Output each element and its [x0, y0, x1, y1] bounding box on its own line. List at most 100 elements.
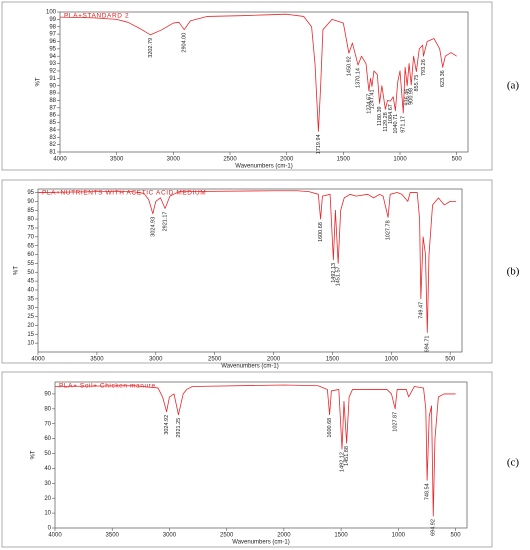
- peak-label: 1040.71: [393, 114, 399, 134]
- y-tick-label: 100: [46, 10, 57, 16]
- peak-label: 1084.67: [388, 104, 394, 124]
- peak-label: 971.17: [401, 116, 407, 133]
- peak-label: 1027.87: [393, 412, 399, 432]
- x-tick-label: 1500: [326, 357, 340, 363]
- y-tick-label: 20: [44, 496, 51, 502]
- spectrum-line: [59, 13, 457, 132]
- y-tick-label: 70: [44, 421, 51, 427]
- y-tick-label: 85: [49, 120, 56, 126]
- panel-label: (a): [507, 80, 520, 92]
- peak-label: 1492.12: [339, 452, 345, 472]
- chart-title: PLA+STANDARD 2: [64, 13, 129, 20]
- x-tick-label: 500: [452, 157, 463, 163]
- peak-label: 3024.92: [164, 415, 170, 435]
- peak-label: 855.75: [414, 75, 420, 92]
- y-axis-label: %T: [14, 266, 20, 275]
- y-tick-label: 60: [44, 436, 51, 442]
- peak-label: 1600.68: [318, 222, 324, 242]
- y-tick-label: 95: [27, 190, 34, 196]
- peak-label: 1370.14: [356, 68, 362, 88]
- y-tick-label: 10: [44, 511, 51, 517]
- y-tick-label: 25: [27, 314, 34, 320]
- peak-label: 793.26: [421, 59, 427, 76]
- y-tick-label: 70: [27, 234, 34, 240]
- x-tick-label: 3000: [163, 533, 177, 539]
- y-tick-label: 0: [48, 526, 52, 532]
- y-tick-label: 90: [49, 83, 56, 89]
- y-tick-label: 93: [49, 61, 56, 67]
- peak-label: 1129.28: [383, 112, 389, 131]
- peak-label: 1492.13: [331, 263, 337, 283]
- y-tick-label: 83: [49, 135, 56, 141]
- x-tick-label: 500: [445, 357, 456, 363]
- y-tick-label: 89: [49, 91, 56, 97]
- y-tick-label: 75: [27, 226, 34, 232]
- x-tick-label: 1000: [392, 533, 406, 539]
- x-tick-label: 2500: [220, 533, 234, 539]
- peak-label: 1450.92: [346, 56, 352, 76]
- x-tick-label: 2500: [208, 357, 222, 363]
- peak-label: 3202.79: [148, 38, 154, 58]
- y-tick-label: 98: [49, 24, 56, 30]
- y-axis-label: %T: [31, 450, 37, 459]
- peak-label: 623.36: [440, 70, 446, 87]
- x-tick-label: 4000: [31, 357, 45, 363]
- x-tick-label: 3000: [149, 357, 163, 363]
- peak-label: 1180.39: [377, 106, 383, 125]
- y-tick-label: 50: [44, 451, 51, 457]
- y-tick-label: 82: [49, 142, 56, 148]
- panel-label: (b): [507, 266, 520, 278]
- peak-label: 2904.00: [182, 33, 188, 53]
- plot-area: [37, 188, 463, 353]
- y-tick-label: 96: [49, 39, 56, 45]
- panel-frame: [1, 179, 493, 364]
- y-tick-label: 88: [49, 98, 56, 104]
- y-tick-label: 97: [49, 32, 56, 38]
- peak-label: 3024.93: [150, 217, 156, 237]
- y-tick-label: 92: [49, 69, 56, 75]
- spectrum-line: [37, 190, 457, 333]
- y-tick-label: 15: [27, 332, 34, 338]
- y-axis-label: %T: [36, 77, 42, 86]
- y-tick-label: 90: [27, 199, 34, 205]
- y-tick-label: 10: [27, 341, 34, 347]
- peak-label: 1274.67: [366, 94, 372, 114]
- y-tick-label: 65: [27, 243, 34, 249]
- x-tick-label: 3000: [167, 157, 181, 163]
- y-tick-label: 30: [27, 305, 34, 311]
- y-tick-label: 55: [27, 261, 34, 267]
- x-tick-label: 3500: [106, 533, 120, 539]
- peak-label: 694.92: [431, 519, 437, 536]
- x-tick-label: 500: [451, 533, 462, 539]
- x-tick-label: 4000: [48, 533, 62, 539]
- y-tick-label: 81: [49, 150, 56, 156]
- x-tick-label: 2000: [277, 533, 291, 539]
- peak-label: 2921.17: [163, 211, 169, 231]
- y-tick-label: 86: [49, 113, 56, 119]
- x-tick-label: 2000: [267, 357, 281, 363]
- y-tick-label: 50: [27, 270, 34, 276]
- x-tick-label: 3500: [90, 357, 104, 363]
- peak-label: 749.47: [418, 302, 424, 319]
- peak-label: 1451.57: [336, 266, 342, 286]
- y-tick-label: 90: [44, 391, 51, 397]
- peak-label: 1719.94: [316, 134, 322, 154]
- y-tick-label: 84: [49, 127, 56, 133]
- peak-label: 748.54: [425, 483, 431, 500]
- peak-label: 900.98: [409, 88, 415, 105]
- y-tick-label: 40: [27, 288, 34, 294]
- y-tick-label: 30: [44, 481, 51, 487]
- y-tick-label: 99: [49, 17, 56, 23]
- x-tick-label: 4000: [53, 157, 67, 163]
- plot-area: [54, 381, 468, 529]
- x-axis-label: Wavenumbers (cm-1): [221, 364, 278, 370]
- y-tick-label: 35: [27, 296, 34, 302]
- panel-label: (c): [507, 457, 520, 469]
- y-tick-label: 20: [27, 323, 34, 329]
- peak-label: 1247.41: [369, 89, 375, 109]
- plot-area: [59, 11, 469, 153]
- peak-label: 1027.78: [386, 220, 392, 240]
- y-tick-label: 94: [49, 54, 56, 60]
- spectrum-line: [54, 384, 456, 517]
